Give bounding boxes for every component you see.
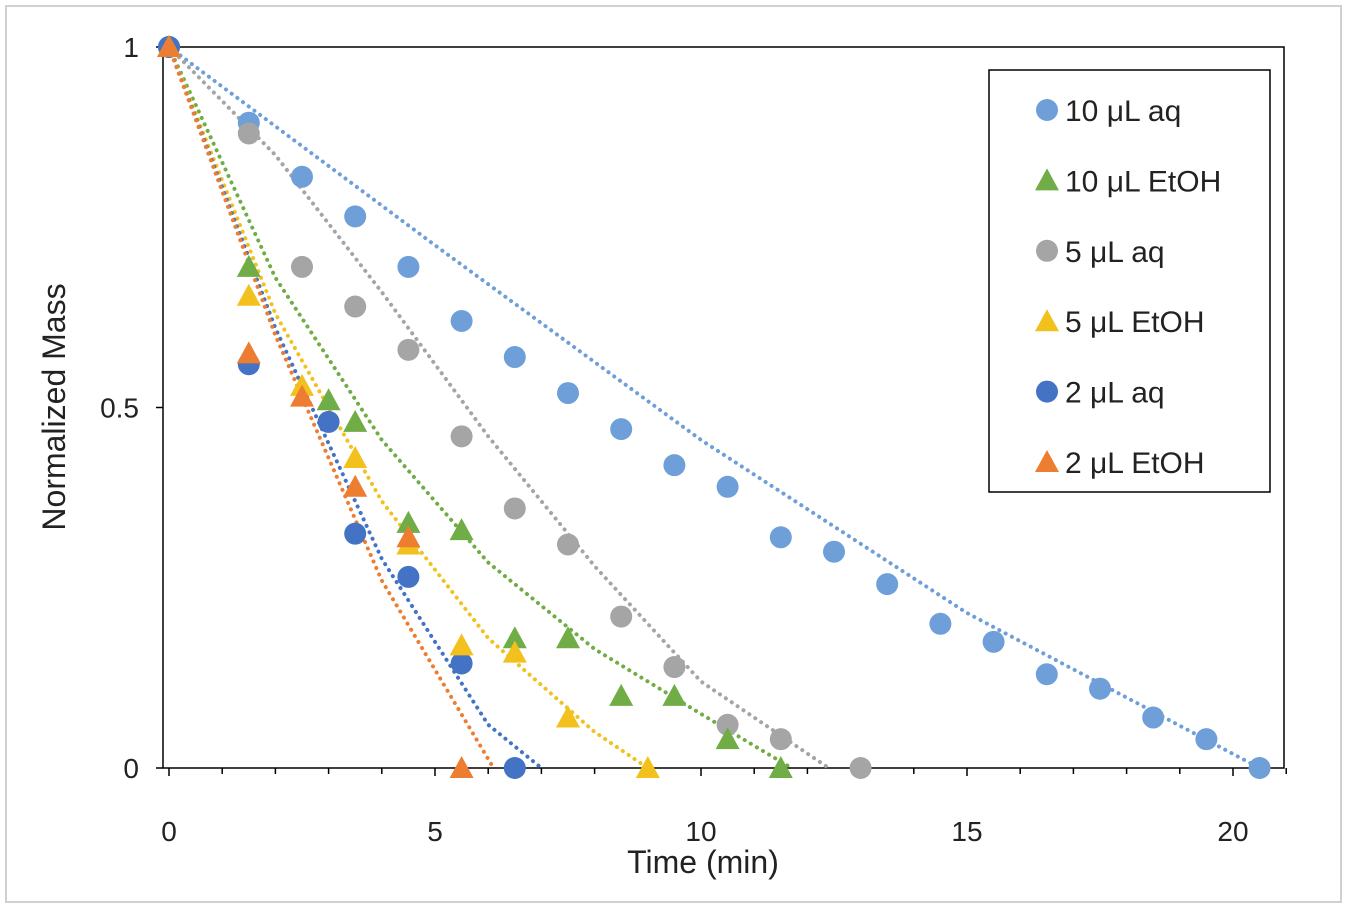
legend-marker xyxy=(1035,309,1059,332)
data-point xyxy=(1035,663,1058,686)
x-tick-label: 15 xyxy=(951,816,982,847)
legend-marker xyxy=(1035,450,1059,472)
data-point xyxy=(343,474,368,497)
x-tick-label: 10 xyxy=(685,816,716,847)
x-axis-title: Time (min) xyxy=(627,844,779,880)
data-point xyxy=(157,35,181,57)
data-point xyxy=(557,382,579,405)
x-tick-label: 20 xyxy=(1217,816,1248,847)
y-tick-label: 0.5 xyxy=(100,393,139,424)
legend-box xyxy=(988,69,1271,493)
data-point xyxy=(663,656,686,679)
data-point xyxy=(449,633,474,656)
data-point xyxy=(823,540,845,563)
data-point xyxy=(876,573,899,596)
trendline xyxy=(167,45,650,770)
data-point xyxy=(1089,677,1111,700)
trendline xyxy=(167,45,1262,770)
legend-label: 10 μL EtOH xyxy=(1065,165,1221,198)
legend-label: 5 μL aq xyxy=(1065,236,1165,269)
data-point xyxy=(768,756,793,778)
trendlines xyxy=(167,45,1262,770)
data-point xyxy=(291,255,313,278)
data-point xyxy=(662,683,687,706)
trendline xyxy=(167,45,496,770)
legend-marker xyxy=(1035,168,1059,191)
legend-marker xyxy=(1036,380,1058,403)
x-tick-label: 5 xyxy=(427,816,443,847)
data-point xyxy=(503,497,526,520)
data-point xyxy=(503,346,526,369)
data-point xyxy=(556,626,580,649)
data-point xyxy=(769,526,792,549)
data-point xyxy=(502,640,527,663)
data-point xyxy=(929,612,952,635)
data-point xyxy=(556,705,580,728)
data-point xyxy=(609,683,634,706)
data-point xyxy=(396,510,421,533)
data-point xyxy=(557,533,579,556)
data-point xyxy=(236,254,261,277)
data-point xyxy=(503,757,526,779)
scatter-chart: 0 5 10 15 20 0 0.5 1 Time (min) Normalized Mass… xyxy=(36,32,1287,880)
data-point xyxy=(237,122,260,145)
data-point xyxy=(849,757,872,779)
data-point xyxy=(1248,757,1271,779)
data-point xyxy=(344,205,367,228)
data-point xyxy=(982,630,1005,653)
trendline xyxy=(167,45,831,770)
x-tick-label: 0 xyxy=(161,816,177,847)
data-point xyxy=(450,652,473,675)
data-point xyxy=(449,518,474,541)
trendline xyxy=(167,45,794,770)
data-point xyxy=(450,309,473,332)
data-point xyxy=(610,605,633,628)
data-point xyxy=(1142,706,1165,729)
data-point xyxy=(715,727,740,750)
legend-label: 5 μL EtOH xyxy=(1065,306,1205,339)
data-point xyxy=(236,341,261,364)
legend: 10 μL aq 10 μL EtOH 5 μL aq 5 μL EtOH 2 μL a… xyxy=(988,69,1271,493)
data-point xyxy=(291,165,313,188)
data-point xyxy=(450,425,473,448)
y-tick-label: 1 xyxy=(123,32,139,63)
data-point xyxy=(344,522,367,545)
chart-frame: 0 5 10 15 20 0 0.5 1 Time (min) Normalized Mass… xyxy=(5,5,1342,903)
data-point xyxy=(290,384,314,407)
data-point xyxy=(1195,728,1218,751)
legend-label: 2 μL EtOH xyxy=(1065,447,1205,480)
data-point xyxy=(397,338,420,361)
data-point xyxy=(344,295,367,318)
legend-label: 2 μL aq xyxy=(1065,377,1165,410)
legend-marker xyxy=(1036,99,1058,121)
data-point xyxy=(449,756,474,778)
legend-marker xyxy=(1036,239,1058,262)
data-point xyxy=(716,713,739,736)
data-point xyxy=(236,283,261,306)
data-point xyxy=(343,445,368,468)
data-point xyxy=(769,728,792,751)
data-point xyxy=(316,388,341,411)
data-point xyxy=(610,418,633,441)
data-point xyxy=(317,410,340,433)
data-point xyxy=(343,409,368,432)
data-point xyxy=(397,565,420,588)
data-point xyxy=(716,475,739,498)
data-points xyxy=(157,35,1271,779)
data-point xyxy=(396,525,421,548)
trendline xyxy=(167,45,544,770)
tick-labels: 0 5 10 15 20 0 0.5 1 xyxy=(100,32,1249,847)
data-point xyxy=(502,626,527,649)
data-point xyxy=(397,255,420,278)
legend-label: 10 μL aq xyxy=(1065,95,1181,128)
data-point xyxy=(635,756,660,778)
data-point xyxy=(663,454,686,477)
y-axis-title: Normalized Mass xyxy=(36,283,72,530)
y-tick-label: 0 xyxy=(123,753,139,784)
